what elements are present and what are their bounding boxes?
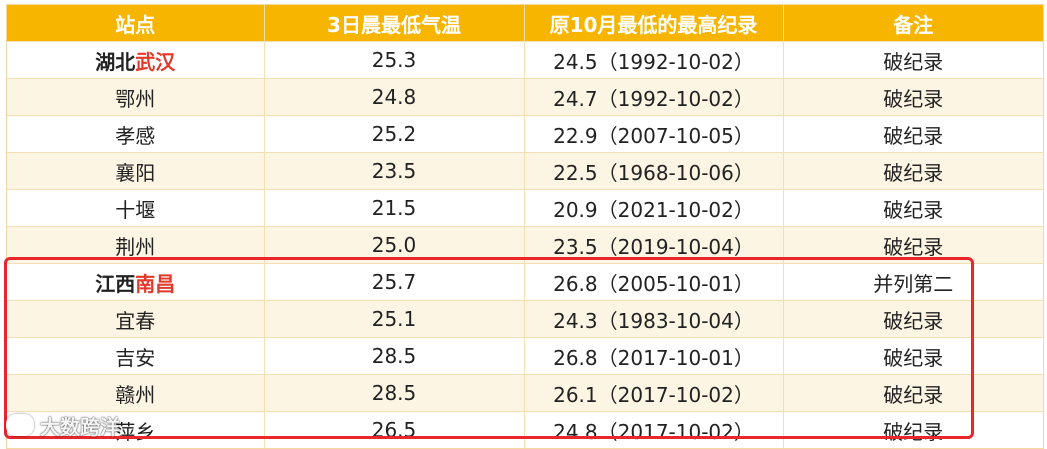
city-label: 武汉 <box>135 49 176 74</box>
record-cell: 22.9（2007-10-05） <box>524 115 784 153</box>
record-cell: 23.5（2019-10-04） <box>524 226 784 264</box>
temp-cell: 28.5 <box>264 337 525 375</box>
note-cell: 破纪录 <box>783 78 1043 116</box>
temp-cell: 25.3 <box>264 41 525 79</box>
record-cell: 22.5（1968-10-06） <box>524 152 784 190</box>
table-row: 宜春 25.1 24.3（1983-10-04） 破纪录 <box>7 300 1043 338</box>
temp-cell: 25.2 <box>264 115 525 153</box>
station-cell: 宜春 <box>7 300 265 338</box>
record-cell: 26.8（2017-10-01） <box>524 337 784 375</box>
province-label: 湖北 <box>95 49 136 74</box>
table-row: 吉安 28.5 26.8（2017-10-01） 破纪录 <box>7 337 1043 375</box>
record-cell: 24.7（1992-10-02） <box>524 78 784 116</box>
note-cell: 破纪录 <box>783 374 1043 412</box>
table-row: 荆州 25.0 23.5（2019-10-04） 破纪录 <box>7 226 1043 264</box>
city-label: 南昌 <box>135 271 176 296</box>
station-cell: 鄂州 <box>7 78 265 116</box>
table-row: 江西南昌 25.7 26.8（2005-10-01） 并列第二 <box>7 263 1043 301</box>
station-cell: 江西南昌 <box>7 263 265 301</box>
note-cell: 破纪录 <box>783 226 1043 264</box>
temp-cell: 25.1 <box>264 300 525 338</box>
temp-cell: 23.5 <box>264 152 525 190</box>
temp-cell: 25.7 <box>264 263 525 301</box>
header-record: 原10月最低的最高纪录 <box>524 5 784 42</box>
station-cell: 萍乡 <box>7 411 265 448</box>
table-row: 鄂州 24.8 24.7（1992-10-02） 破纪录 <box>7 78 1043 116</box>
station-cell: 襄阳 <box>7 152 265 190</box>
note-cell: 破纪录 <box>783 411 1043 448</box>
table-row: 赣州 28.5 26.1（2017-10-02） 破纪录 <box>7 374 1043 412</box>
note-cell: 并列第二 <box>783 263 1043 301</box>
record-cell: 26.1（2017-10-02） <box>524 374 784 412</box>
record-table: 站点 3日晨最低气温 原10月最低的最高纪录 备注 湖北武汉 25.3 24.5… <box>6 4 1044 449</box>
station-cell: 赣州 <box>7 374 265 412</box>
record-cell: 24.8（2017-10-02） <box>524 411 784 448</box>
province-label: 江西 <box>95 271 136 296</box>
table-row: 萍乡 26.5 24.8（2017-10-02） 破纪录 <box>7 411 1043 448</box>
header-min-temp: 3日晨最低气温 <box>264 5 525 42</box>
note-cell: 破纪录 <box>783 41 1043 79</box>
station-cell: 十堰 <box>7 189 265 227</box>
note-cell: 破纪录 <box>783 300 1043 338</box>
table-row: 孝感 25.2 22.9（2007-10-05） 破纪录 <box>7 115 1043 153</box>
temp-cell: 24.8 <box>264 78 525 116</box>
record-cell: 20.9（2021-10-02） <box>524 189 784 227</box>
table-row: 湖北武汉 25.3 24.5（1992-10-02） 破纪录 <box>7 41 1043 79</box>
station-cell: 孝感 <box>7 115 265 153</box>
table-row: 襄阳 23.5 22.5（1968-10-06） 破纪录 <box>7 152 1043 190</box>
station-cell: 湖北武汉 <box>7 41 265 79</box>
watermark: 大数跨洋 <box>6 411 120 439</box>
header-note: 备注 <box>783 5 1043 42</box>
note-cell: 破纪录 <box>783 152 1043 190</box>
table-header-row: 站点 3日晨最低气温 原10月最低的最高纪录 备注 <box>7 5 1043 42</box>
temp-cell: 25.0 <box>264 226 525 264</box>
temp-cell: 21.5 <box>264 189 525 227</box>
note-cell: 破纪录 <box>783 337 1043 375</box>
watermark-text: 大数跨洋 <box>40 414 120 439</box>
record-cell: 26.8（2005-10-01） <box>524 263 784 301</box>
note-cell: 破纪录 <box>783 189 1043 227</box>
weibo-logo-icon <box>6 414 34 436</box>
record-cell: 24.5（1992-10-02） <box>524 41 784 79</box>
station-cell: 吉安 <box>7 337 265 375</box>
header-station: 站点 <box>7 5 265 42</box>
temp-cell: 28.5 <box>264 374 525 412</box>
note-cell: 破纪录 <box>783 115 1043 153</box>
temp-cell: 26.5 <box>264 411 525 448</box>
table-row: 十堰 21.5 20.9（2021-10-02） 破纪录 <box>7 189 1043 227</box>
station-cell: 荆州 <box>7 226 265 264</box>
record-cell: 24.3（1983-10-04） <box>524 300 784 338</box>
